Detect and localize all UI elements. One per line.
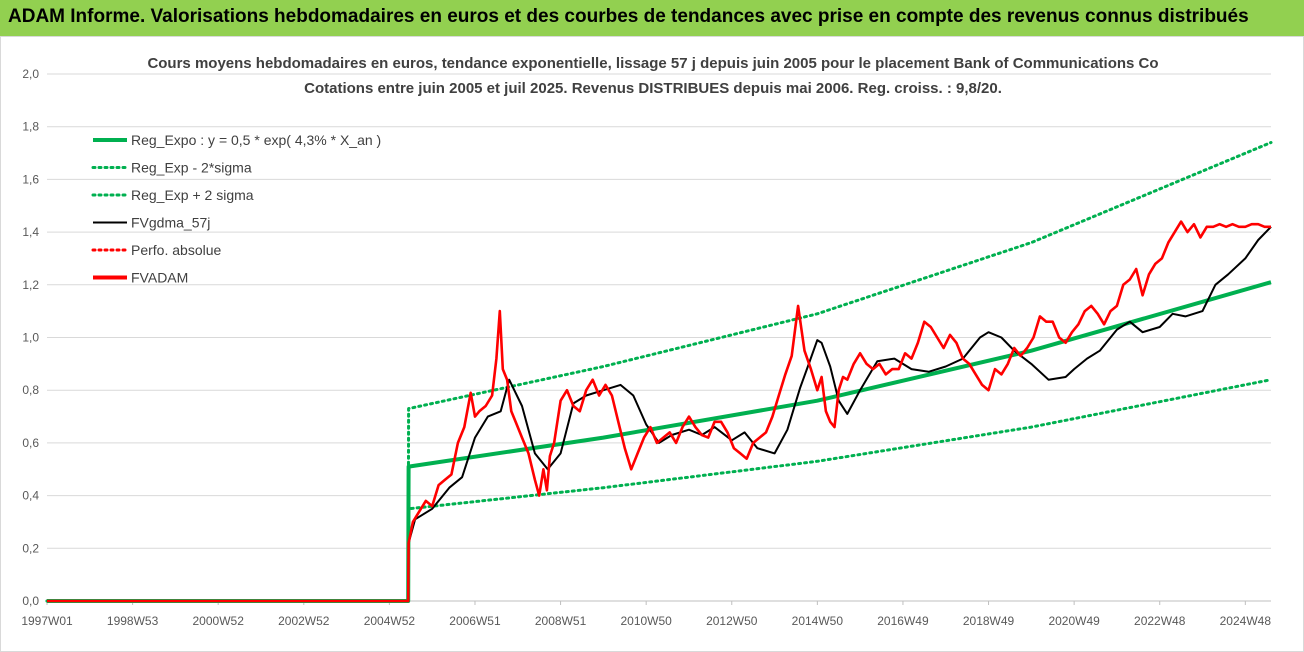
y-tick-label: 0,0 [22,594,39,608]
chart-title: Cours moyens hebdomadaires en euros, ten… [147,55,1159,72]
x-tick-label: 2014W50 [792,614,844,628]
y-tick-label: 1,6 [22,172,39,186]
legend-label: Reg_Exp + 2 sigma [131,187,254,203]
y-tick-label: 0,8 [22,383,39,397]
banner-title: ADAM Informe. Valorisations hebdomadaire… [8,6,1249,27]
chart-area: 0,0 0,2 0,4 0,6 0,8 1,0 1,2 1,4 1,6 1,8 2,0 1997W01… [0,36,1304,652]
y-tick-label: 1,8 [22,120,39,134]
y-tick-label: 1,2 [22,278,39,292]
x-tick-label: 2020W49 [1048,614,1100,628]
chart-canvas: 0,0 0,2 0,4 0,6 0,8 1,0 1,2 1,4 1,6 1,8 2,0 1997W01… [21,67,1273,628]
series-line [47,220,1271,603]
y-tick-label: 0,2 [22,541,39,555]
x-tick-label: 2018W49 [963,614,1015,628]
legend-label: Reg_Expo : y = 0,5 * exp( 4,3% * X_an ) [131,132,381,148]
x-tick-label: 1998W53 [107,614,159,628]
y-tick-label: 1,0 [22,331,39,345]
chart-subtitle: Cotations entre juin 2005 et juil 2025. … [304,80,1002,97]
y-tick-label: 0,6 [22,436,39,450]
x-tick-label: 2010W50 [620,614,672,628]
y-tick-label: 1,4 [22,225,39,239]
series-line [45,141,1273,603]
legend-label: FVgdma_57j [131,215,210,231]
x-tick-label: 1997W01 [21,614,73,628]
x-tick-label: 2006W51 [449,614,501,628]
series-line [47,226,1272,602]
x-tick-label: 2016W49 [877,614,929,628]
x-tick-label: 2012W50 [706,614,758,628]
y-tick-label: 0,4 [22,489,39,503]
legend-label: Reg_Exp - 2*sigma [131,160,252,176]
x-tick-label: 2022W48 [1134,614,1186,628]
x-tick-label: 2004W52 [364,614,416,628]
legend-label: Perfo. absolue [131,242,221,258]
x-tick-label: 2002W52 [278,614,330,628]
series-line [45,378,1273,603]
x-tick-label: 2024W48 [1220,614,1272,628]
y-tick-label: 2,0 [22,67,39,81]
x-tick-label: 2000W52 [193,614,245,628]
legend-label: FVADAM [131,270,188,286]
x-tick-label: 2008W51 [535,614,587,628]
header-banner: ADAM Informe. Valorisations hebdomadaire… [0,0,1304,36]
